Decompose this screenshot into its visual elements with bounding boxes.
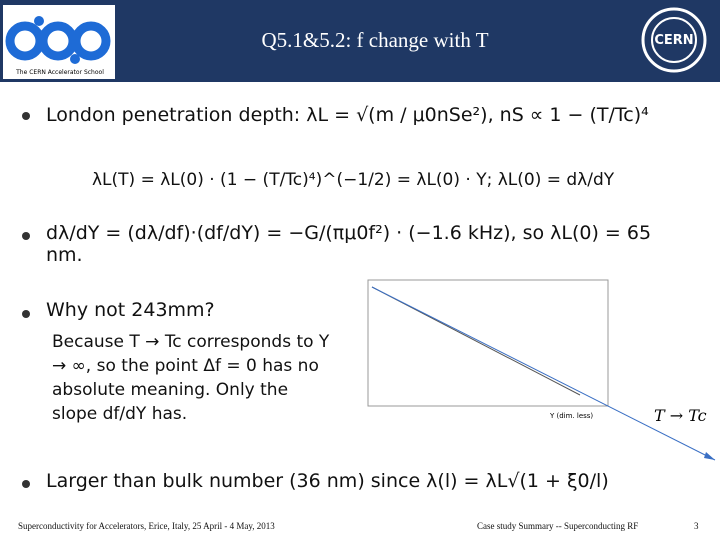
logo-art — [5, 16, 111, 64]
cern-logo: CERN — [641, 7, 707, 73]
page-number: 3 — [694, 521, 699, 531]
footer-left: Superconductivity for Accelerators, Eric… — [18, 521, 275, 531]
annotation: T → Tc — [654, 406, 707, 425]
logo-caption: The CERN Accelerator School — [16, 69, 104, 76]
arrow-line — [371, 286, 716, 461]
bullet: London penetration depth: λL = √(m / μ0n… — [46, 104, 649, 126]
bullet-dot — [22, 310, 30, 318]
bullet-dot — [22, 480, 30, 488]
explanation: Because T → Tc corresponds to Y → ∞, so … — [52, 332, 330, 424]
bullet-dot — [22, 112, 30, 120]
bullet: Why not 243mm? — [46, 299, 215, 321]
plot-frame — [367, 279, 609, 407]
formula: λL(T) = λL(0) · (1 − (T/Tc)⁴)^(−1/2) = λ… — [92, 170, 615, 190]
footer-center: Case study Summary -- Superconducting RF — [477, 521, 639, 531]
bullet: dλ/dY = (dλ/df)·(df/dY) = −G/(πμ0f²) · (… — [46, 222, 652, 266]
x-axis-label: Y (dim. less) — [549, 412, 593, 420]
figure: Y (dim. less) T → Tc — [367, 279, 716, 461]
arrow-head — [704, 452, 715, 460]
cern-text: CERN — [654, 33, 693, 48]
bullet-dot — [22, 232, 30, 240]
slide-title: Q5.1&5.2: f change with T — [261, 28, 489, 52]
cas-logo — [3, 5, 115, 79]
header-bar — [0, 0, 720, 82]
bullet: Larger than bulk number (36 nm) since λ(… — [46, 470, 609, 492]
